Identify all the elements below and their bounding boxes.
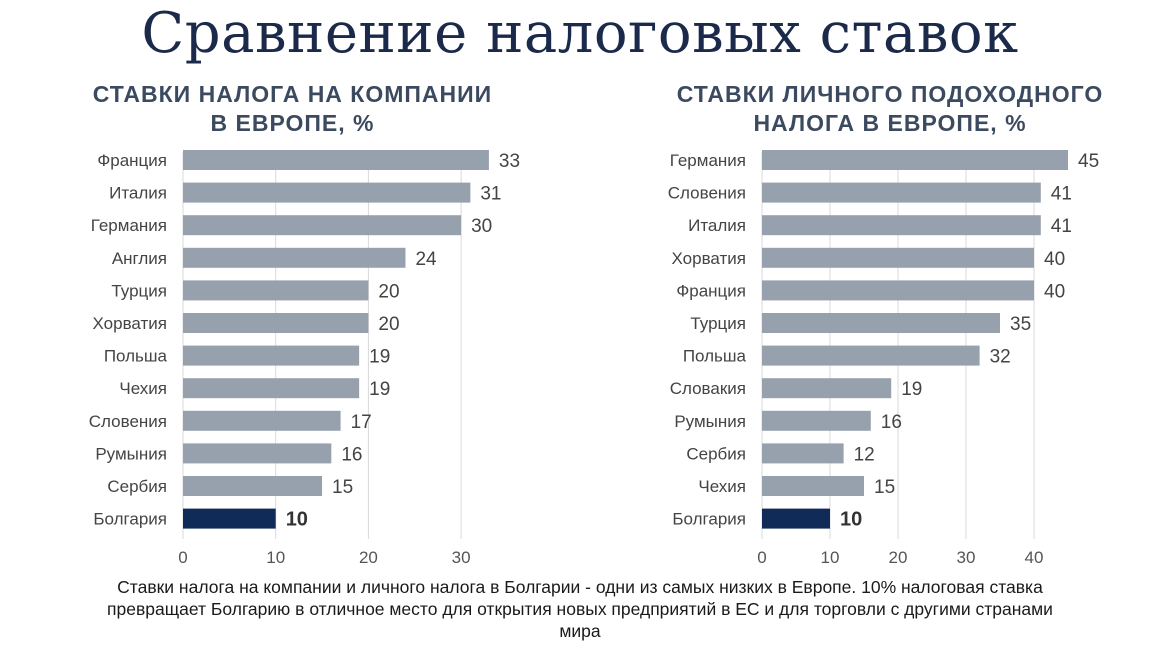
bar: [183, 313, 369, 333]
bar: [183, 410, 341, 431]
x-tick-label: 40: [1025, 548, 1044, 567]
bar: [762, 313, 1000, 333]
category-label: Словакия: [670, 379, 746, 398]
bar-highlight: [762, 508, 830, 529]
x-tick-label: 30: [957, 548, 976, 567]
value-label: 12: [854, 444, 875, 465]
category-label: Чехия: [119, 379, 167, 398]
value-label: 35: [1010, 314, 1031, 335]
bar: [762, 345, 980, 366]
bar: [762, 150, 1068, 170]
value-label: 17: [351, 412, 372, 433]
bar: [183, 378, 360, 399]
category-label: Сербия: [686, 444, 746, 463]
corporate-tax-chart-title: СТАВКИ НАЛОГА НА КОМПАНИИ В ЕВРОПЕ, %: [60, 80, 525, 138]
value-label: 40: [1044, 281, 1065, 302]
value-label: 45: [1078, 151, 1099, 172]
caption-line-2: превращает Болгарию в отличное место для…: [107, 599, 1053, 619]
value-label: 20: [378, 314, 399, 335]
bar: [183, 247, 406, 268]
value-label: 15: [332, 477, 353, 498]
category-label: Румыния: [674, 412, 746, 431]
category-label: Словения: [89, 412, 167, 431]
bar: [762, 476, 864, 496]
category-label: Англия: [112, 249, 167, 268]
value-label: 15: [874, 477, 895, 498]
value-label: 10: [840, 509, 862, 531]
page-title: Сравнение налоговых ставок: [141, 1, 1019, 66]
bar: [762, 280, 1034, 301]
value-label: 31: [480, 184, 501, 205]
category-label: Франция: [97, 151, 167, 170]
bar: [762, 410, 871, 431]
income-tax-chart-title-line1: СТАВКИ ЛИЧНОГО ПОДОХОДНОГО: [676, 81, 1104, 107]
bar: [762, 378, 892, 399]
caption: Ставки налога на компании и личного нало…: [20, 576, 1140, 642]
income-tax-chart-title: СТАВКИ ЛИЧНОГО ПОДОХОДНОГО НАЛОГА В ЕВРО…: [640, 80, 1140, 138]
category-label: Польша: [104, 347, 168, 366]
value-label: 16: [881, 412, 902, 433]
category-label: Франция: [676, 281, 746, 300]
bar: [183, 280, 369, 301]
income-tax-chart: 0 10 20 30 40 Германия 45 Словения 41 Италия 41 Хор…: [668, 150, 1099, 567]
category-label: Словения: [668, 184, 746, 203]
category-label: Хорватия: [672, 249, 746, 268]
x-tick-label: 20: [889, 548, 908, 567]
category-label: Италия: [109, 184, 167, 203]
value-label: 30: [471, 216, 492, 237]
value-label: 19: [901, 379, 922, 400]
corporate-tax-chart: 0 10 20 30 Франция 33 Италия 31 Германия 30 Англия…: [89, 150, 520, 567]
bar: [762, 443, 844, 464]
bar: [762, 215, 1041, 236]
value-label: 24: [415, 249, 437, 270]
value-label: 19: [369, 379, 390, 400]
value-label: 16: [341, 444, 362, 465]
category-label: Болгария: [93, 510, 167, 529]
bar: [762, 182, 1041, 203]
corporate-tax-chart-title-line1: СТАВКИ НАЛОГА НА КОМПАНИИ: [92, 81, 493, 107]
caption-line-3: мира: [559, 621, 601, 641]
value-label: 41: [1051, 216, 1072, 237]
value-label: 40: [1044, 249, 1065, 270]
income-tax-chart-title-line2: НАЛОГА В ЕВРОПЕ, %: [753, 110, 1027, 136]
x-tick-label: 0: [178, 548, 187, 567]
value-label: 10: [286, 509, 308, 531]
category-label: Германия: [91, 216, 167, 235]
bar: [762, 247, 1034, 268]
category-label: Румыния: [95, 444, 167, 463]
category-label: Турция: [111, 281, 167, 300]
value-label: 20: [378, 281, 399, 302]
value-label: 33: [499, 151, 520, 172]
x-tick-label: 30: [452, 548, 471, 567]
value-label: 41: [1051, 184, 1072, 205]
category-label: Болгария: [672, 510, 746, 529]
caption-line-1: Ставки налога на компании и личного нало…: [117, 577, 1043, 597]
bar: [183, 182, 471, 203]
category-label: Польша: [683, 347, 747, 366]
category-label: Турция: [690, 314, 746, 333]
category-label: Чехия: [698, 477, 746, 496]
x-tick-label: 20: [359, 548, 378, 567]
category-label: Италия: [688, 216, 746, 235]
category-label: Сербия: [107, 477, 167, 496]
value-label: 32: [990, 347, 1011, 368]
category-label: Германия: [670, 151, 746, 170]
value-label: 19: [369, 347, 390, 368]
category-label: Хорватия: [93, 314, 167, 333]
corporate-tax-chart-title-line2: В ЕВРОПЕ, %: [210, 110, 375, 136]
bar: [183, 150, 489, 170]
bar: [183, 476, 323, 496]
bar-highlight: [183, 508, 276, 529]
bar: [183, 215, 462, 236]
x-tick-label: 10: [821, 548, 840, 567]
x-tick-label: 10: [266, 548, 285, 567]
bar: [183, 443, 332, 464]
x-tick-label: 0: [757, 548, 766, 567]
bar: [183, 345, 360, 366]
